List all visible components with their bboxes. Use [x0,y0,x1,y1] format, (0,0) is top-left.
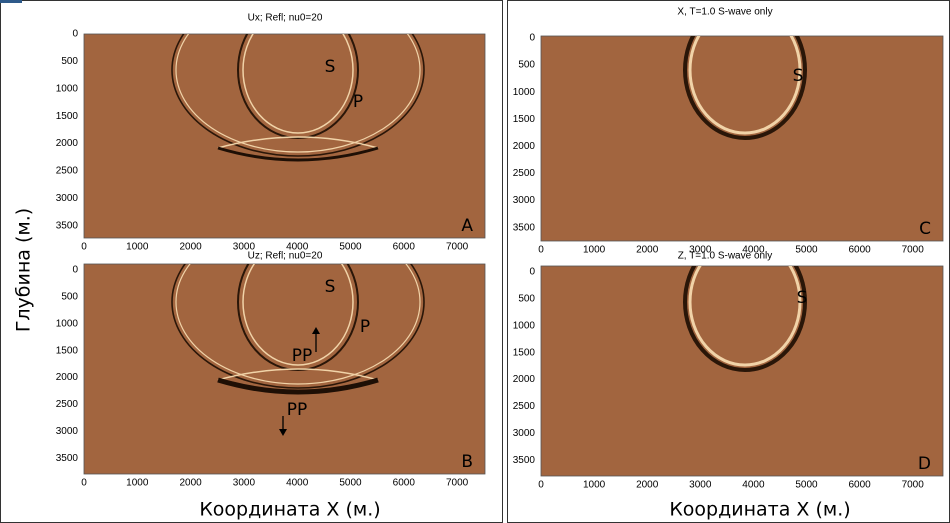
figure: Глубина (м.) Координата X (м.) Координат… [0,0,950,523]
x-tick-label: 0 [538,480,544,491]
panel-title: X, T=1.0 S-wave only [677,7,772,18]
y-tick-label: 2000 [56,138,79,149]
x-tick-label: 2000 [636,480,659,491]
y-tick-label: 2500 [56,166,79,177]
y-tick-label: 0 [529,267,535,278]
y-tick-label: 1500 [513,347,536,358]
y-tick-label: 3500 [513,222,536,233]
y-tick-label: 500 [61,56,78,67]
panel-title: Uz; Refl; nu0=20 [248,251,323,262]
y-tick-label: 0 [72,265,78,276]
x-tick-label: 5000 [795,480,818,491]
y-tick-label: 2500 [513,401,536,412]
panel-title: Ux; Refl; nu0=20 [248,13,323,24]
x-tick-label: 4000 [286,478,309,489]
x-tick-label: 4000 [742,480,765,491]
y-tick-label: 3500 [56,220,79,231]
x-tick-label: 5000 [339,242,362,253]
x-tick-label: 2000 [179,242,202,253]
y-tick-label: 1500 [513,114,536,125]
x-axis-label: Координата X (м.) [669,499,850,521]
x-tick-label: 5000 [339,478,362,489]
y-tick-label: 3000 [56,193,79,204]
y-tick-label: 500 [61,292,78,303]
x-tick-label: 2000 [636,245,659,256]
corner-mark [0,0,22,3]
x-tick-label: 6000 [848,245,871,256]
y-tick-label: 500 [518,60,535,71]
y-tick-label: 1500 [56,111,79,122]
y-tick-label: 2500 [56,399,79,410]
x-axis-label: Координата X (м.) [199,499,380,521]
panel-letter: C [919,219,931,239]
wave-label: P [360,317,370,337]
x-tick-label: 7000 [902,245,925,256]
x-tick-label: 6000 [848,480,871,491]
y-tick-label: 3000 [56,426,79,437]
x-tick-label: 7000 [902,480,925,491]
y-tick-label: 2000 [513,141,536,152]
y-tick-label: 500 [518,294,535,305]
y-tick-label: 2500 [513,168,536,179]
wave-label: S [797,288,808,308]
x-tick-label: 1000 [126,478,149,489]
y-tick-label: 0 [529,33,535,44]
panel-letter: B [461,452,473,472]
wave-label: S [325,277,336,297]
wave-label: PP [287,400,308,420]
wave-label: S [793,66,804,86]
y-axis-label: Глубина (м.) [13,208,35,332]
wave-label: S [325,57,336,77]
x-tick-label: 0 [538,245,544,256]
panel-title: Z, T=1.0 S-wave only [678,251,773,262]
x-tick-label: 7000 [446,478,469,489]
wave-label: P [353,92,363,112]
x-tick-label: 1000 [126,242,149,253]
y-tick-label: 1000 [56,83,79,94]
y-tick-label: 3000 [513,195,536,206]
x-tick-label: 6000 [393,478,416,489]
y-tick-label: 3500 [513,455,536,466]
wave-label: PP [292,346,313,366]
x-tick-label: 6000 [393,242,416,253]
y-tick-label: 1000 [513,320,536,331]
y-tick-label: 0 [72,29,78,40]
panel-letter: D [918,454,931,474]
x-tick-label: 1000 [583,245,606,256]
y-tick-label: 2000 [56,372,79,383]
x-tick-label: 1000 [583,480,606,491]
y-tick-label: 3000 [513,428,536,439]
x-tick-label: 5000 [795,245,818,256]
x-tick-label: 0 [81,242,87,253]
y-tick-label: 1000 [513,87,536,98]
y-tick-label: 3500 [56,453,79,464]
x-tick-label: 0 [81,478,87,489]
x-tick-label: 3000 [689,480,712,491]
y-tick-label: 1000 [56,318,79,329]
x-tick-label: 2000 [179,478,202,489]
x-tick-label: 7000 [446,242,469,253]
y-tick-label: 2000 [513,374,536,385]
x-tick-label: 3000 [233,478,256,489]
y-tick-label: 1500 [56,345,79,356]
panel-letter: A [461,216,473,236]
